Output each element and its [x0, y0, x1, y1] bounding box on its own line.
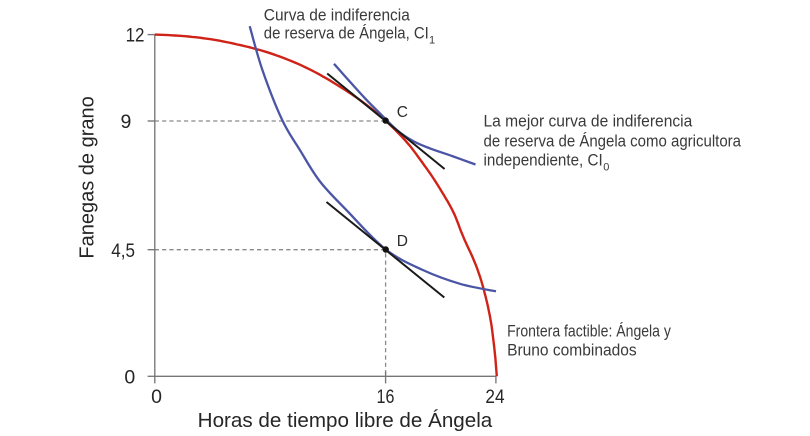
svg-text:D: D: [397, 233, 408, 250]
svg-text:0: 0: [151, 386, 162, 408]
svg-text:C: C: [397, 104, 408, 121]
svg-text:4,5: 4,5: [111, 240, 135, 262]
svg-text:de reserva de Ángela, CI: de reserva de Ángela, CI: [264, 24, 429, 43]
svg-text:0: 0: [124, 367, 135, 389]
svg-text:La mejor curva de indiferencia: La mejor curva de indiferencia: [484, 111, 693, 130]
svg-text:Frontera factible: Ángela y: Frontera factible: Ángela y: [507, 322, 671, 341]
svg-text:de reserva de Ángela como agri: de reserva de Ángela como agricultora: [484, 132, 742, 151]
svg-text:24: 24: [485, 386, 504, 408]
svg-text:16: 16: [377, 386, 395, 408]
svg-text:Horas de tiempo libre de Ángel: Horas de tiempo libre de Ángela: [198, 409, 493, 432]
svg-text:independiente, CI: independiente, CI: [484, 151, 603, 170]
svg-text:0: 0: [603, 161, 609, 173]
svg-text:Bruno combinados: Bruno combinados: [507, 341, 637, 360]
svg-text:Fanegas de grano: Fanegas de grano: [77, 96, 99, 258]
svg-text:9: 9: [120, 111, 131, 133]
svg-text:1: 1: [429, 34, 435, 46]
svg-text:Curva de indiferencia: Curva de indiferencia: [264, 6, 410, 25]
svg-text:12: 12: [126, 24, 145, 46]
